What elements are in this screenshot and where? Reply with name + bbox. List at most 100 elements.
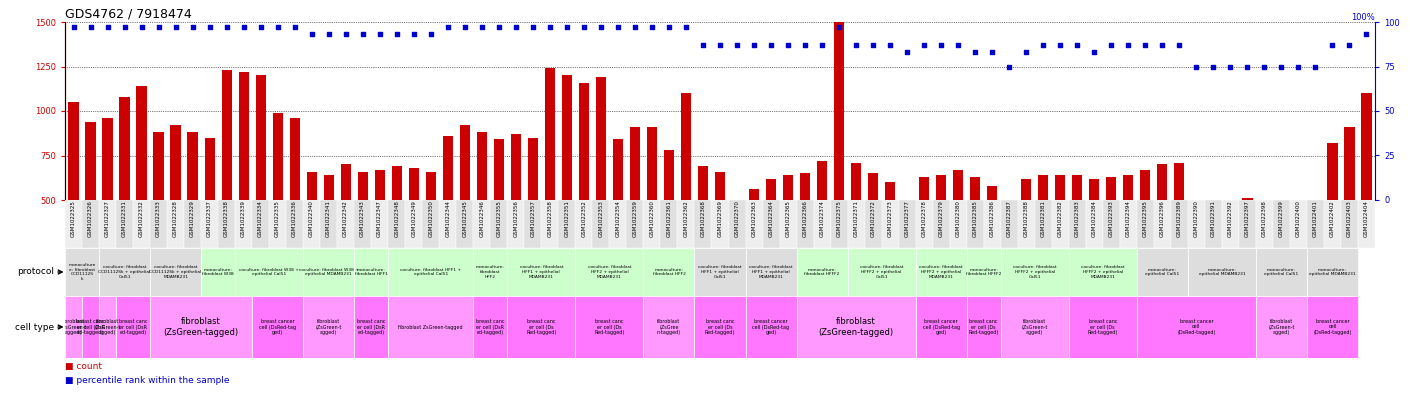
FancyBboxPatch shape — [1187, 248, 1256, 296]
FancyBboxPatch shape — [116, 200, 133, 248]
Bar — [664, 150, 674, 200]
Text: monoculture:
epithelial MDAMB231: monoculture: epithelial MDAMB231 — [1198, 268, 1245, 276]
Text: GSM1022389: GSM1022389 — [1177, 200, 1182, 237]
Point — [522, 24, 544, 31]
FancyBboxPatch shape — [149, 200, 166, 248]
Text: coculture: fibroblast
HFFF2 + epithelial
Cal51: coculture: fibroblast HFFF2 + epithelial… — [860, 265, 904, 279]
Point — [1151, 42, 1173, 48]
Point — [1287, 63, 1310, 70]
Text: GSM1022351: GSM1022351 — [564, 200, 570, 237]
Point — [794, 42, 816, 48]
Point — [317, 31, 340, 38]
FancyBboxPatch shape — [1103, 200, 1120, 248]
FancyBboxPatch shape — [457, 200, 474, 248]
FancyBboxPatch shape — [830, 200, 847, 248]
Bar — [510, 134, 520, 200]
FancyBboxPatch shape — [202, 200, 219, 248]
FancyBboxPatch shape — [643, 296, 695, 358]
Point — [1015, 49, 1038, 55]
Text: GSM1022359: GSM1022359 — [633, 200, 637, 237]
Text: GSM1022334: GSM1022334 — [258, 200, 264, 237]
Bar — [869, 173, 878, 200]
FancyBboxPatch shape — [746, 248, 797, 296]
FancyBboxPatch shape — [797, 248, 847, 296]
Text: GSM1022335: GSM1022335 — [275, 200, 281, 237]
FancyBboxPatch shape — [881, 200, 898, 248]
Bar — [852, 163, 862, 200]
Bar — [1327, 143, 1338, 200]
Text: breast cancer
cell
(DsRed-tagged): breast cancer cell (DsRed-tagged) — [1313, 319, 1352, 335]
Text: GSM1022369: GSM1022369 — [718, 200, 722, 237]
Text: GSM1022382: GSM1022382 — [1058, 200, 1063, 237]
FancyBboxPatch shape — [967, 296, 1001, 358]
Bar — [341, 164, 351, 200]
Point — [878, 42, 901, 48]
Point — [556, 24, 578, 31]
Text: breast canc
er cell (DsR
ed-tagged): breast canc er cell (DsR ed-tagged) — [477, 319, 505, 335]
FancyBboxPatch shape — [508, 200, 525, 248]
Text: GSM1022388: GSM1022388 — [1024, 200, 1029, 237]
Bar — [375, 170, 385, 200]
Text: monoculture:
epithelial MDAMB231: monoculture: epithelial MDAMB231 — [1308, 268, 1356, 276]
FancyBboxPatch shape — [1170, 200, 1187, 248]
Bar — [1276, 200, 1286, 213]
FancyBboxPatch shape — [354, 248, 388, 296]
FancyBboxPatch shape — [847, 200, 864, 248]
FancyBboxPatch shape — [864, 200, 881, 248]
Text: GSM1022386: GSM1022386 — [990, 200, 994, 237]
FancyBboxPatch shape — [1018, 200, 1035, 248]
Text: coculture: fibroblast HFF1 +
epithelial Cal51: coculture: fibroblast HFF1 + epithelial … — [400, 268, 461, 276]
FancyBboxPatch shape — [932, 200, 950, 248]
Text: GSM1022397: GSM1022397 — [1245, 200, 1249, 237]
FancyBboxPatch shape — [1239, 200, 1256, 248]
Text: fibroblast
(ZsGreen-tagged): fibroblast (ZsGreen-tagged) — [164, 317, 238, 337]
FancyBboxPatch shape — [1273, 200, 1290, 248]
FancyBboxPatch shape — [1001, 296, 1069, 358]
FancyBboxPatch shape — [592, 200, 609, 248]
Bar — [527, 138, 539, 200]
Text: GSM1022396: GSM1022396 — [1160, 200, 1165, 237]
Text: ■ percentile rank within the sample: ■ percentile rank within the sample — [65, 376, 230, 385]
FancyBboxPatch shape — [1222, 200, 1239, 248]
Point — [216, 24, 238, 31]
FancyBboxPatch shape — [388, 296, 474, 358]
FancyBboxPatch shape — [984, 200, 1001, 248]
FancyBboxPatch shape — [575, 248, 643, 296]
FancyBboxPatch shape — [149, 248, 202, 296]
Point — [760, 42, 783, 48]
Text: GSM1022379: GSM1022379 — [939, 200, 943, 237]
Text: GSM1022355: GSM1022355 — [496, 200, 502, 237]
FancyBboxPatch shape — [99, 248, 149, 296]
Bar — [578, 83, 589, 200]
Bar — [392, 166, 402, 200]
Point — [1203, 63, 1225, 70]
Bar — [188, 132, 197, 200]
Bar — [596, 77, 606, 200]
FancyBboxPatch shape — [1136, 296, 1256, 358]
FancyBboxPatch shape — [814, 200, 830, 248]
Text: GSM1022394: GSM1022394 — [1125, 200, 1131, 237]
Text: GSM1022356: GSM1022356 — [513, 200, 519, 237]
Text: coculture: fibroblast W38 +
epithelial Cal51: coculture: fibroblast W38 + epithelial C… — [240, 268, 299, 276]
Text: fibroblast
(ZsGreen-t
agged): fibroblast (ZsGreen-t agged) — [316, 319, 341, 335]
Point — [777, 42, 799, 48]
Bar — [171, 125, 180, 200]
Text: GSM1022338: GSM1022338 — [224, 200, 228, 237]
Point — [266, 24, 289, 31]
FancyBboxPatch shape — [695, 296, 746, 358]
Text: GSM1022378: GSM1022378 — [922, 200, 926, 237]
FancyBboxPatch shape — [99, 296, 116, 358]
Bar — [1344, 127, 1355, 200]
FancyBboxPatch shape — [1120, 200, 1136, 248]
Text: coculture: fibroblast
HFFF2 + epithelial
MDAMB231: coculture: fibroblast HFFF2 + epithelial… — [1081, 265, 1125, 279]
FancyBboxPatch shape — [780, 200, 797, 248]
FancyBboxPatch shape — [474, 248, 508, 296]
Text: GSM1022348: GSM1022348 — [395, 200, 399, 237]
Point — [385, 31, 407, 38]
Text: breast canc
er cell (Ds
Red-tagged): breast canc er cell (Ds Red-tagged) — [969, 319, 998, 335]
FancyBboxPatch shape — [950, 200, 967, 248]
Bar — [1259, 200, 1269, 211]
Bar — [1021, 179, 1031, 200]
FancyBboxPatch shape — [746, 200, 763, 248]
Text: GSM1022336: GSM1022336 — [292, 200, 298, 237]
